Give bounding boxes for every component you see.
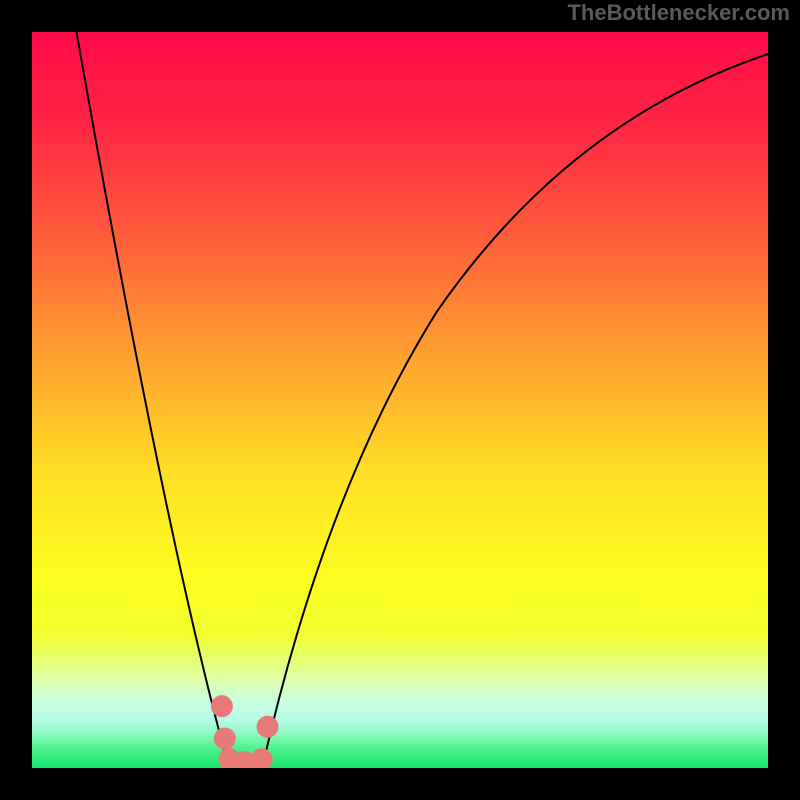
trough-marker	[214, 728, 236, 750]
gradient-background	[32, 32, 768, 768]
bottleneck-chart	[0, 0, 800, 800]
trough-marker	[251, 748, 273, 770]
trough-marker	[257, 716, 279, 738]
watermark-text: TheBottlenecker.com	[567, 0, 790, 26]
trough-marker	[211, 695, 233, 717]
